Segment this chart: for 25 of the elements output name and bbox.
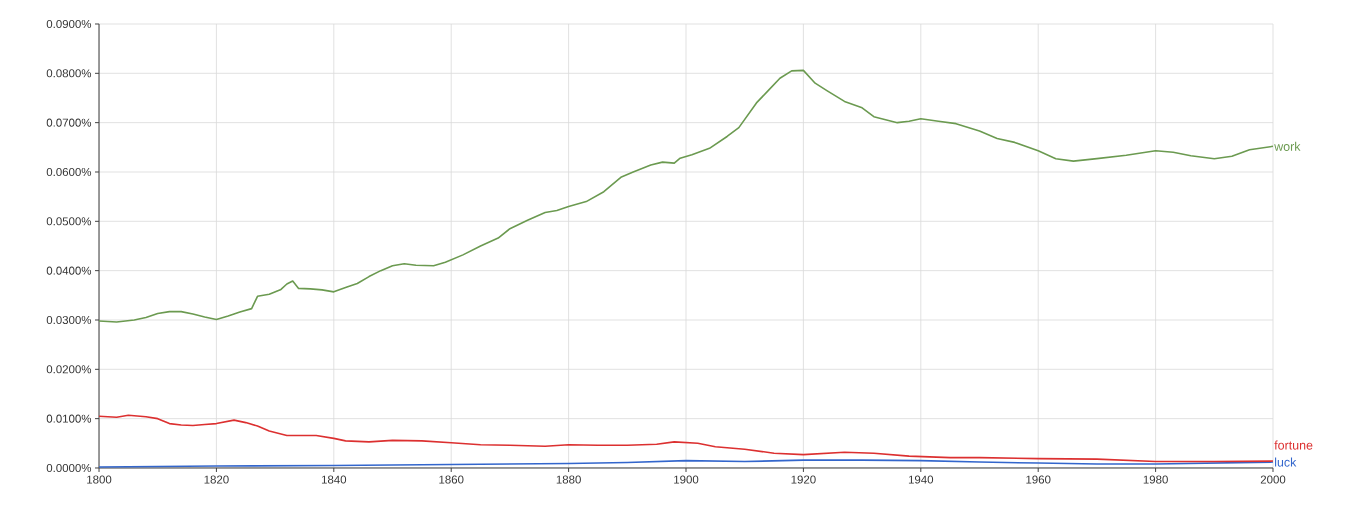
x-tick-label: 1880 — [556, 475, 581, 484]
y-tick-label: 0.0500% — [46, 217, 92, 226]
x-tick-label: 1860 — [439, 475, 464, 484]
line-series — [98, 69, 1274, 323]
x-tick-label: 1820 — [204, 475, 229, 484]
series-label: work — [1274, 141, 1301, 151]
x-tick-label: 1840 — [321, 475, 347, 484]
x-tick-label: 1920 — [791, 475, 816, 484]
y-tick-label: 0.0300% — [46, 315, 92, 325]
x-tick-label: 1800 — [87, 475, 112, 484]
y-tick-label: 0.0000% — [46, 463, 92, 473]
x-tick-label: 1940 — [908, 475, 934, 484]
y-tick-label: 0.0400% — [46, 266, 92, 275]
series-label: fortune — [1274, 440, 1313, 450]
x-tick-label: 1900 — [674, 475, 699, 484]
y-tick-label: 0.0700% — [46, 118, 92, 127]
y-tick-label: 0.0200% — [46, 365, 92, 374]
y-tick-label: 0.0600% — [46, 167, 92, 177]
y-tick-label: 0.0100% — [46, 414, 92, 423]
series-label: luck — [1275, 457, 1297, 467]
y-tick-label: 0.0900% — [46, 19, 92, 29]
x-tick-label: 1980 — [1143, 475, 1168, 484]
x-tick-label: 2000 — [1260, 475, 1286, 484]
x-tick-label: 1960 — [1026, 475, 1051, 484]
y-tick-label: 0.0800% — [46, 69, 92, 78]
